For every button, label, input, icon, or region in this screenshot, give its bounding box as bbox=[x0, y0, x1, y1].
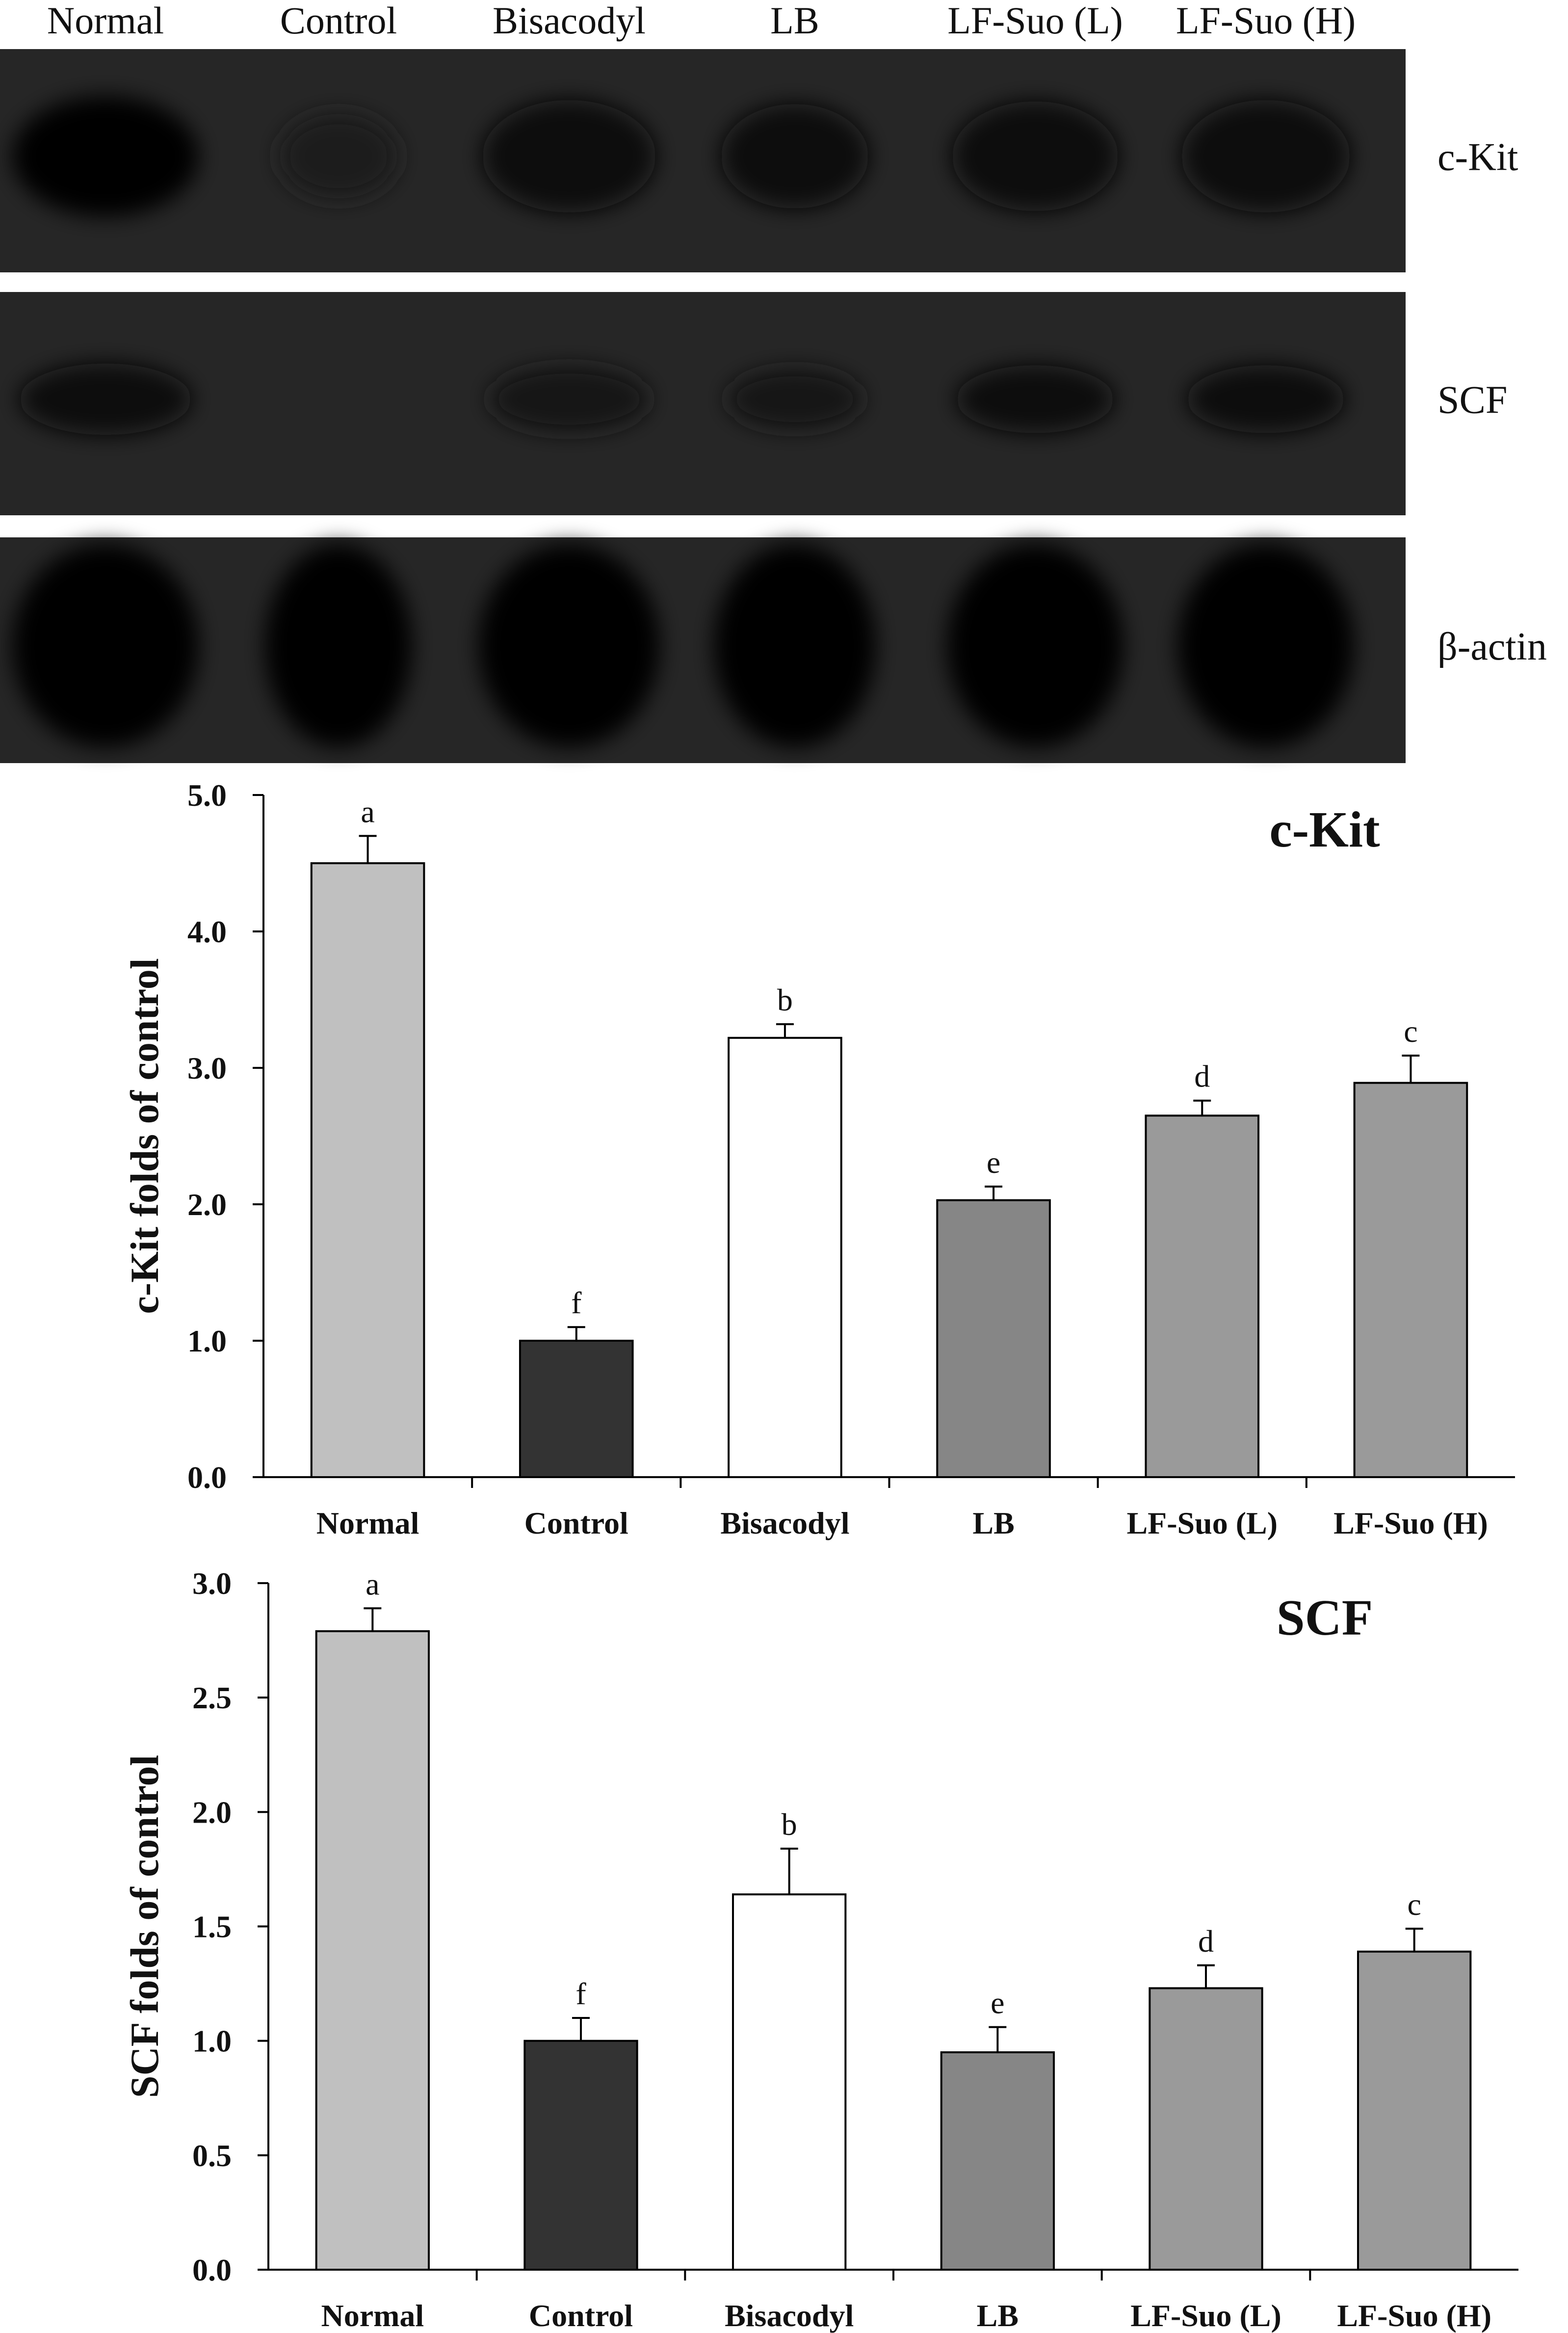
bar bbox=[523, 2040, 638, 2271]
blot-panel: c-Kit bbox=[0, 49, 1518, 272]
bar-chart: 0.0 1.0 2.0 3.0 4.0 5.0 a Normal f Control b Bisaco… bbox=[122, 778, 1515, 1540]
lane-label: Bisacodyl bbox=[493, 0, 646, 42]
significance-letter: f bbox=[571, 1285, 582, 1320]
lane-label: Normal bbox=[47, 0, 164, 42]
blot-band bbox=[489, 366, 649, 432]
blot-band bbox=[1177, 544, 1354, 747]
bar bbox=[1357, 1950, 1472, 2271]
protein-label: β-actin bbox=[1437, 625, 1547, 668]
blot-band bbox=[12, 544, 199, 747]
category-label: LB bbox=[972, 1506, 1014, 1540]
blot-band bbox=[714, 544, 876, 747]
significance-letter: f bbox=[575, 1976, 586, 2011]
y-tick-label: 3.0 bbox=[187, 1051, 227, 1086]
bar-chart: 0.0 0.5 1.0 1.5 2.0 2.5 3.0 a Normal f Control b Bis… bbox=[122, 1566, 1518, 2333]
significance-letter: d bbox=[1198, 1924, 1214, 1959]
significance-letter: b bbox=[777, 982, 793, 1017]
y-tick-label: 0.0 bbox=[192, 2253, 232, 2287]
blot-band bbox=[727, 369, 862, 430]
blot-band bbox=[1186, 365, 1345, 433]
y-tick-label: 2.0 bbox=[187, 1187, 227, 1222]
lane-label: LF-Suo (H) bbox=[1176, 0, 1356, 42]
bar bbox=[310, 862, 425, 1478]
category-label: LF-Suo (L) bbox=[1130, 2298, 1281, 2333]
bar bbox=[1353, 1082, 1468, 1479]
y-axis-label: c-Kit folds of control bbox=[122, 958, 167, 1314]
y-tick-label: 5.0 bbox=[187, 778, 227, 813]
y-tick-label: 2.5 bbox=[192, 1680, 232, 1715]
blot-band bbox=[947, 544, 1124, 747]
y-tick-label: 1.0 bbox=[192, 2024, 232, 2059]
bar bbox=[1149, 1987, 1263, 2271]
significance-letter: b bbox=[782, 1807, 797, 1842]
bar bbox=[936, 1199, 1051, 1478]
blot-band bbox=[952, 101, 1119, 212]
significance-letter: e bbox=[987, 1145, 1000, 1180]
protein-label: SCF bbox=[1437, 378, 1507, 422]
bar bbox=[1145, 1114, 1260, 1479]
y-tick-label: 1.5 bbox=[192, 1909, 232, 1944]
significance-letter: c bbox=[1404, 1014, 1417, 1049]
blot-band bbox=[279, 113, 398, 199]
significance-letter: a bbox=[366, 1566, 379, 1601]
category-label: LF-Suo (H) bbox=[1337, 2298, 1491, 2333]
blot-membrane bbox=[0, 537, 1406, 763]
blot-band bbox=[1181, 100, 1350, 212]
category-label: LF-Suo (L) bbox=[1126, 1506, 1278, 1540]
blot-membrane bbox=[0, 49, 1406, 272]
bar-charts: 0.0 1.0 2.0 3.0 4.0 5.0 a Normal f Control b Bisaco… bbox=[122, 778, 1518, 2333]
western-blot: Normal Control Bisacodyl LB LF-Suo (L) LF-Suo… bbox=[0, 0, 1547, 763]
blot-band bbox=[265, 544, 412, 747]
category-label: LB bbox=[977, 2298, 1019, 2333]
category-label: LF-Suo (H) bbox=[1333, 1506, 1488, 1540]
bar bbox=[728, 1036, 842, 1479]
y-tick-label: 2.0 bbox=[192, 1795, 232, 1829]
protein-label: c-Kit bbox=[1437, 135, 1518, 179]
blot-band bbox=[12, 96, 199, 217]
significance-letter: e bbox=[991, 1986, 1004, 2020]
bar bbox=[519, 1340, 634, 1478]
blot-band bbox=[956, 365, 1115, 433]
category-label: Control bbox=[529, 2298, 633, 2333]
lane-label: Control bbox=[280, 0, 397, 42]
lane-label: LB bbox=[770, 0, 819, 42]
y-tick-label: 1.0 bbox=[187, 1324, 227, 1358]
chart-title: SCF bbox=[1277, 1590, 1373, 1646]
blot-band bbox=[478, 544, 660, 747]
blot-band bbox=[721, 104, 869, 209]
category-label: Normal bbox=[316, 1506, 419, 1540]
bar bbox=[732, 1893, 847, 2271]
chart-title: c-Kit bbox=[1269, 801, 1380, 858]
bar bbox=[315, 1630, 430, 2271]
category-label: Bisacodyl bbox=[725, 2298, 854, 2333]
bar bbox=[940, 2051, 1055, 2271]
blot-panel: SCF bbox=[0, 292, 1507, 515]
y-tick-label: 3.0 bbox=[192, 1566, 232, 1601]
significance-letter: a bbox=[361, 794, 374, 829]
blot-band bbox=[482, 100, 656, 212]
y-axis-label: SCF folds of control bbox=[122, 1755, 167, 2098]
significance-letter: d bbox=[1194, 1059, 1210, 1094]
blot-band bbox=[19, 363, 192, 435]
significance-letter: c bbox=[1407, 1887, 1421, 1922]
y-tick-label: 0.5 bbox=[192, 2138, 232, 2173]
y-tick-label: 0.0 bbox=[187, 1460, 227, 1495]
category-label: Normal bbox=[321, 2298, 424, 2333]
category-label: Bisacodyl bbox=[720, 1506, 849, 1540]
blot-membrane bbox=[0, 292, 1406, 515]
lane-label: LF-Suo (L) bbox=[947, 0, 1123, 42]
y-tick-label: 4.0 bbox=[187, 914, 227, 949]
blot-panel: β-actin bbox=[0, 537, 1547, 763]
category-label: Control bbox=[524, 1506, 628, 1540]
